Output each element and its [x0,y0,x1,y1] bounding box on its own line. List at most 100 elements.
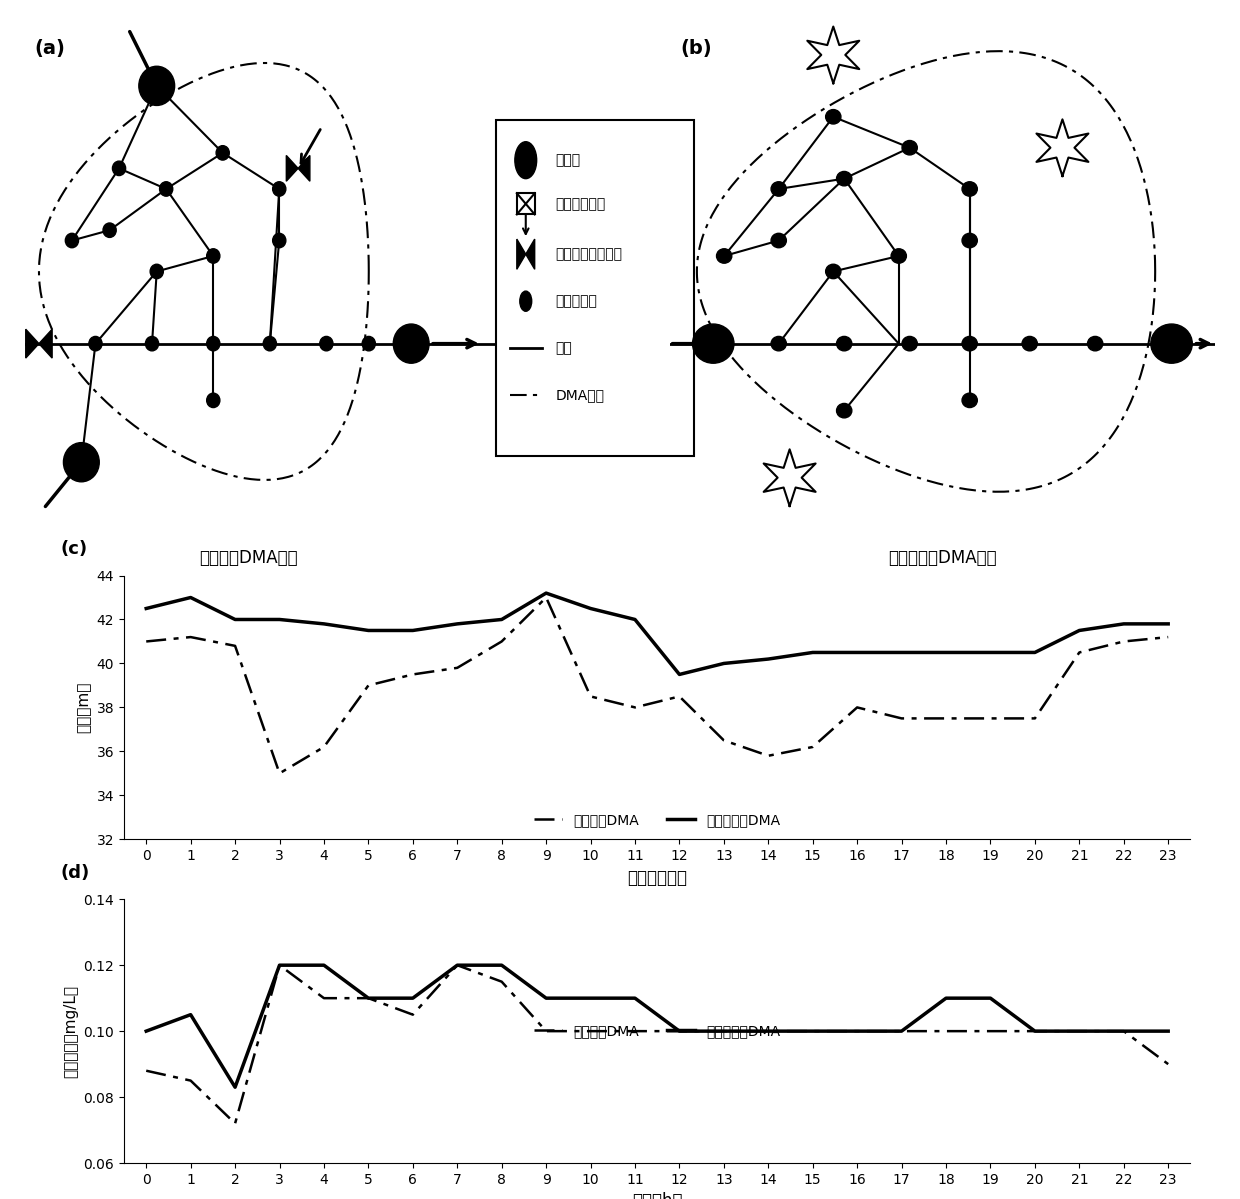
Circle shape [771,182,786,197]
Circle shape [273,182,286,197]
Text: 需水量节点: 需水量节点 [556,294,598,308]
Text: 远程控制阀门: 远程控制阀门 [556,197,606,211]
Circle shape [1151,324,1193,363]
Circle shape [962,337,977,351]
传统静态DMA [361,679,376,693]
本发明动态DMA [849,1024,864,1038]
传统静态DMA [272,766,286,781]
本发明动态DMA [672,667,687,681]
本发明动态DMA [316,958,331,972]
传统静态DMA [405,667,420,681]
传统静态DMA [849,700,864,715]
Polygon shape [517,239,526,270]
传统静态DMA [717,733,732,748]
Circle shape [207,337,219,351]
Circle shape [771,337,786,351]
本发明动态DMA [184,1007,198,1022]
本发明动态DMA [538,586,553,601]
传统静态DMA [627,1024,642,1038]
传统静态DMA [805,1024,820,1038]
传统静态DMA [894,1024,909,1038]
本发明动态DMA [983,990,998,1005]
Polygon shape [298,156,310,181]
Text: (b): (b) [681,40,712,59]
本发明动态DMA [184,590,198,604]
Circle shape [826,109,841,123]
本发明动态DMA [717,1024,732,1038]
传统静态DMA [983,1024,998,1038]
Circle shape [320,337,334,351]
Circle shape [515,141,537,179]
Line: 传统静态DMA: 传统静态DMA [146,597,1168,773]
Circle shape [837,171,852,186]
Legend: 传统静态DMA, 本发明动态DMA: 传统静态DMA, 本发明动态DMA [529,1019,785,1043]
传统静态DMA [272,958,286,972]
Circle shape [63,442,99,482]
Y-axis label: 余氯浓度（mg/L）: 余氯浓度（mg/L） [63,984,78,1078]
传统静态DMA [1071,1024,1086,1038]
传统静态DMA [939,711,954,725]
传统静态DMA [405,1007,420,1022]
本发明动态DMA [983,645,998,659]
Circle shape [962,393,977,408]
Circle shape [113,161,125,175]
传统静态DMA [139,634,154,649]
Polygon shape [26,330,38,359]
本发明动态DMA [939,645,954,659]
Circle shape [892,248,906,264]
传统静态DMA [1161,1058,1176,1072]
本发明动态DMA [894,645,909,659]
传统静态DMA [627,700,642,715]
本发明动态DMA [583,990,598,1005]
传统静态DMA [672,689,687,704]
Circle shape [1022,337,1038,351]
Circle shape [1087,337,1102,351]
本发明动态DMA [1028,1024,1043,1038]
传统静态DMA [1028,1024,1043,1038]
本发明动态DMA [316,616,331,631]
本发明动态DMA [405,990,420,1005]
本发明动态DMA [1071,623,1086,638]
传统静态DMA [761,748,776,763]
本发明动态DMA [672,1024,687,1038]
传统静态DMA [939,1024,954,1038]
Circle shape [207,248,219,264]
Bar [517,193,534,215]
传统静态DMA [1028,711,1043,725]
Text: 阀门（永久关闭）: 阀门（永久关闭） [556,247,622,261]
传统静态DMA [495,975,510,989]
传统静态DMA [761,1024,776,1038]
本发明动态DMA [405,623,420,638]
Circle shape [103,223,117,237]
Circle shape [962,182,977,197]
传统静态DMA [228,1116,243,1131]
传统静态DMA [1116,1024,1131,1038]
Text: 流量计: 流量计 [556,153,580,167]
Text: 传统静态DMA分区: 传统静态DMA分区 [198,548,298,567]
Polygon shape [38,330,52,359]
Circle shape [826,264,841,278]
Text: DMA边界: DMA边界 [556,388,605,402]
传统静态DMA [495,634,510,649]
Line: 传统静态DMA: 传统静态DMA [146,965,1168,1123]
Line: 本发明动态DMA: 本发明动态DMA [146,965,1168,1087]
Circle shape [273,234,286,248]
Circle shape [692,324,734,363]
传统静态DMA [583,1024,598,1038]
X-axis label: 时间（小时）: 时间（小时） [627,868,687,886]
Polygon shape [286,156,298,181]
本发明动态DMA [805,1024,820,1038]
本发明动态DMA [450,616,465,631]
Line: 本发明动态DMA: 本发明动态DMA [146,594,1168,674]
本发明动态DMA [583,602,598,616]
Circle shape [66,234,78,248]
本发明动态DMA [761,1024,776,1038]
Circle shape [837,337,852,351]
传统静态DMA [849,1024,864,1038]
Circle shape [520,291,532,312]
本发明动态DMA [139,602,154,616]
本发明动态DMA [627,613,642,627]
传统静态DMA [672,1024,687,1038]
传统静态DMA [450,661,465,675]
本发明动态DMA [272,613,286,627]
